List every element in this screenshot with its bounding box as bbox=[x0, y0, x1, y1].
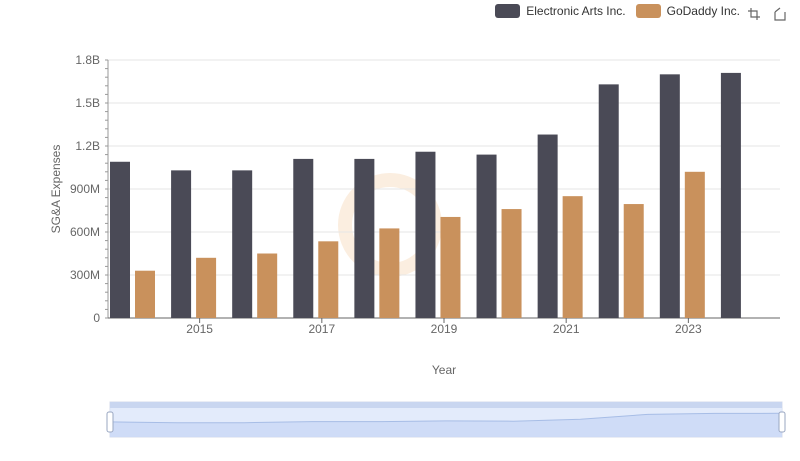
bar[interactable] bbox=[623, 204, 644, 318]
bar[interactable] bbox=[171, 170, 192, 318]
x-axis-title: Year bbox=[432, 363, 456, 377]
y-tick-label: 900M bbox=[70, 182, 100, 196]
bar[interactable] bbox=[440, 216, 461, 318]
datazoom-handle-right[interactable] bbox=[778, 411, 786, 433]
datazoom-area bbox=[110, 413, 782, 437]
legend: Electronic Arts Inc. GoDaddy Inc. bbox=[495, 4, 740, 18]
legend-swatch-godaddy bbox=[635, 4, 661, 18]
restore-icon[interactable] bbox=[772, 6, 788, 22]
y-tick-label: 1.5B bbox=[75, 96, 100, 110]
bar[interactable] bbox=[318, 241, 339, 318]
bar[interactable] bbox=[598, 84, 619, 318]
y-tick-label: 1.8B bbox=[75, 53, 100, 67]
bar[interactable] bbox=[476, 154, 497, 318]
bar[interactable] bbox=[537, 134, 558, 318]
bar[interactable] bbox=[659, 74, 680, 318]
datazoom-handle-left[interactable] bbox=[106, 411, 114, 433]
x-tick-label: 2015 bbox=[186, 322, 213, 336]
bar[interactable] bbox=[232, 170, 253, 318]
bar[interactable] bbox=[379, 228, 400, 318]
bar[interactable] bbox=[415, 151, 436, 318]
legend-swatch-electronic-arts bbox=[495, 4, 521, 18]
y-axis-title: SG&A Expenses bbox=[49, 145, 63, 234]
bar[interactable] bbox=[501, 209, 522, 318]
legend-item-electronic-arts[interactable]: Electronic Arts Inc. bbox=[495, 4, 626, 18]
datazoom-top-bar[interactable] bbox=[110, 402, 782, 408]
bar[interactable] bbox=[562, 196, 583, 318]
x-tick-label: 2017 bbox=[308, 322, 335, 336]
bar[interactable] bbox=[354, 158, 375, 318]
legend-item-godaddy[interactable]: GoDaddy Inc. bbox=[635, 4, 740, 18]
x-tick-label: 2019 bbox=[431, 322, 458, 336]
zoom-icon[interactable] bbox=[746, 6, 762, 22]
y-tick-label: 0 bbox=[93, 311, 100, 325]
bar[interactable] bbox=[257, 253, 278, 319]
x-tick-label: 2023 bbox=[675, 322, 702, 336]
bar[interactable] bbox=[293, 158, 314, 318]
y-tick-label: 600M bbox=[70, 225, 100, 239]
bar[interactable] bbox=[196, 257, 217, 318]
y-tick-label: 1.2B bbox=[75, 139, 100, 153]
bar[interactable] bbox=[720, 72, 741, 319]
bar[interactable] bbox=[684, 171, 705, 318]
bar[interactable] bbox=[135, 270, 155, 318]
bar[interactable] bbox=[110, 161, 130, 318]
legend-label-electronic-arts: Electronic Arts Inc. bbox=[526, 4, 626, 18]
datazoom-line bbox=[109, 412, 783, 424]
y-tick-label: 300M bbox=[70, 268, 100, 282]
toolbox bbox=[746, 6, 788, 22]
legend-label-godaddy: GoDaddy Inc. bbox=[666, 4, 740, 18]
x-tick-label: 2021 bbox=[553, 322, 580, 336]
